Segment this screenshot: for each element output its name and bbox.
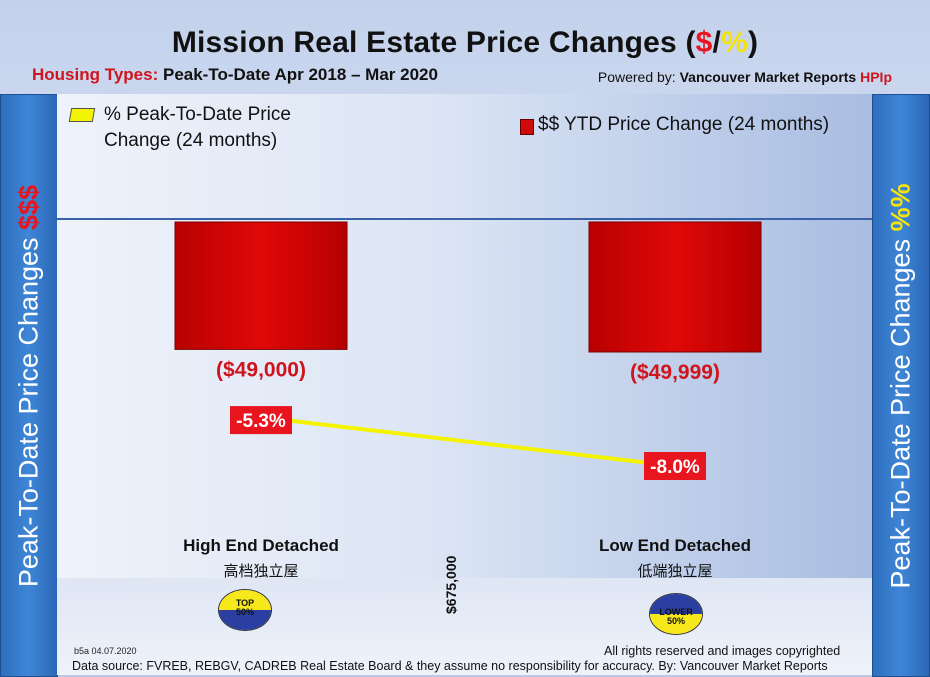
category-sub-label-0: 高档独立屋 <box>223 563 299 580</box>
bar-label-0: ($49,000) <box>216 358 306 381</box>
rights-notice: All rights reserved and images copyright… <box>604 644 841 658</box>
housing-types-label: Housing Types: <box>32 65 159 84</box>
chart-title: Mission Real Estate Price Changes ($/%) <box>171 26 759 59</box>
lower-band <box>57 578 872 675</box>
top-50-badge: TOP 50% <box>218 589 272 631</box>
legend-bar-swatch <box>520 119 534 135</box>
bar-label-1: ($49,999) <box>630 361 720 384</box>
pct-label-0: -5.3% <box>236 411 286 432</box>
data-source: Data source: FVREB, REBGV, CADREB Real E… <box>72 659 828 673</box>
pct-label-box-0 <box>230 406 292 435</box>
version-code: b5a 04.07.2020 <box>74 646 137 656</box>
period-label: Peak-To-Date Apr 2018 – Mar 2020 <box>162 65 438 84</box>
right-side-panel: Peak-To-Date Price Changes %% <box>872 94 930 677</box>
pct-label-box-1 <box>644 452 706 480</box>
pct-label-1: -8.0% <box>650 457 700 478</box>
bar-1 <box>588 221 762 353</box>
bar-0 <box>174 221 348 350</box>
legend-pct-line: % Peak-To-Date Price Change (24 months) <box>104 104 291 151</box>
category-label-0: High End Detached <box>183 536 339 555</box>
category-sub-label-1: 低端独立屋 <box>637 563 713 580</box>
lower-50-badge: LOWER 50% <box>649 593 703 635</box>
category-label-1: Low End Detached <box>598 536 752 555</box>
legend-dollar-bar: $$ YTD Price Change (24 months) <box>538 114 830 135</box>
powered-by: Powered by: Vancouver Market Reports HPI… <box>597 69 892 85</box>
divider-price-label: $675,000 <box>443 555 459 614</box>
chart-subtitle: Housing Types: Peak-To-Date Apr 2018 – M… <box>32 65 438 85</box>
pct-series-line <box>284 418 676 468</box>
